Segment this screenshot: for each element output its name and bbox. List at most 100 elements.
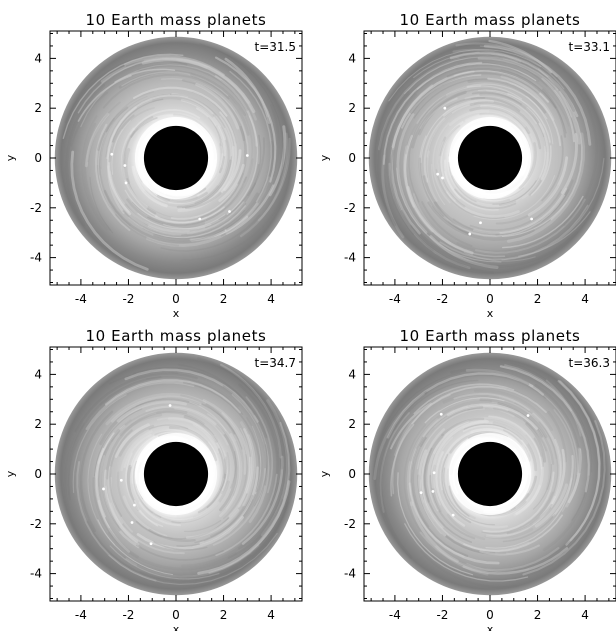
y-tick-label: -2 — [344, 517, 356, 531]
y-tick-label: -2 — [30, 517, 42, 531]
planet-point — [479, 221, 482, 225]
panel-title: 10 Earth mass planets — [400, 327, 581, 345]
planet-point — [526, 414, 530, 417]
x-tick-label: 4 — [267, 292, 275, 306]
y-axis-label: y — [318, 154, 331, 161]
planet-point — [132, 503, 136, 507]
central-hole — [143, 441, 209, 507]
planet-point — [443, 106, 447, 110]
y-tick-label: -2 — [30, 201, 42, 215]
planet-point — [441, 176, 444, 180]
central-hole — [143, 125, 209, 191]
y-tick-label: 2 — [348, 417, 356, 431]
planet-point — [436, 172, 440, 176]
x-axis-label: x — [487, 307, 494, 320]
y-axis-label: y — [4, 154, 17, 161]
plot-area — [54, 36, 298, 280]
central-hole — [457, 441, 523, 507]
panel-4: -4 -2 0 2 4 -4 -2 0 2 4 x y 10 Earth mass planets t=3… — [318, 327, 616, 631]
panel-2: -4 -2 0 2 4 -4 -2 0 2 4 x y 10 Earth mass planets t=3… — [318, 11, 616, 320]
x-tick-label: 4 — [581, 292, 589, 306]
time-label: t=33.1 — [569, 40, 610, 54]
planet-point — [130, 521, 134, 524]
y-tick-label: 4 — [348, 367, 356, 381]
planet-point — [168, 404, 172, 407]
planet-point — [123, 164, 127, 167]
planet-point — [468, 232, 472, 236]
y-tick-label: -4 — [344, 251, 356, 265]
y-tick-label: 2 — [348, 101, 356, 115]
x-tick-label: 2 — [220, 292, 228, 306]
plot-area — [368, 352, 612, 596]
x-tick-label: 0 — [172, 292, 180, 306]
panel-title: 10 Earth mass planets — [86, 11, 267, 29]
x-tick-label: -2 — [436, 608, 448, 622]
planet-point — [245, 154, 249, 157]
y-tick-label: 4 — [34, 367, 42, 381]
tick-marks — [50, 347, 302, 601]
y-tick-label: 0 — [348, 151, 356, 165]
disk-swirl-texture — [63, 356, 291, 585]
x-tick-label: -2 — [122, 292, 134, 306]
panel-1: -4 -2 0 2 4 -4 -2 0 2 4 x y 10 Earth mass planets t=3… — [4, 11, 303, 320]
x-tick-label: -4 — [75, 608, 87, 622]
planet-point — [119, 478, 123, 482]
central-hole — [457, 125, 523, 191]
planet-point — [432, 471, 436, 475]
x-tick-label: -4 — [75, 292, 87, 306]
tick-marks — [50, 31, 302, 285]
y-tick-label: 4 — [348, 51, 356, 65]
y-tick-label: -2 — [344, 201, 356, 215]
y-tick-label: 2 — [34, 101, 42, 115]
x-tick-label: 2 — [220, 608, 228, 622]
time-label: t=31.5 — [255, 40, 296, 54]
y-tick-label: 0 — [34, 151, 42, 165]
tick-marks — [364, 347, 616, 601]
disk-swirl-texture — [372, 362, 606, 589]
planet-point — [228, 210, 231, 213]
x-tick-label: 0 — [486, 608, 494, 622]
y-axis-label: y — [4, 470, 17, 477]
y-axis-label: y — [318, 470, 331, 477]
y-tick-label: -4 — [344, 567, 356, 581]
planet-point — [530, 217, 534, 221]
panel-title: 10 Earth mass planets — [400, 11, 581, 29]
y-tick-label: 4 — [34, 51, 42, 65]
planet-point — [431, 490, 435, 493]
planet-point — [451, 513, 455, 517]
panel-title: 10 Earth mass planets — [86, 327, 267, 345]
x-tick-label: 0 — [486, 292, 494, 306]
disk-swirl-texture — [377, 39, 605, 274]
x-axis-label: x — [173, 307, 180, 320]
plot-area — [368, 36, 612, 280]
y-tick-label: 0 — [34, 467, 42, 481]
tick-marks — [364, 31, 616, 285]
y-tick-label: 2 — [34, 417, 42, 431]
y-tick-label: -4 — [30, 251, 42, 265]
time-label: t=36.3 — [569, 356, 610, 370]
x-tick-label: -4 — [389, 608, 401, 622]
x-tick-label: -2 — [436, 292, 448, 306]
planet-point — [102, 487, 105, 491]
y-tick-label: -4 — [30, 567, 42, 581]
x-axis-label: x — [173, 623, 180, 631]
x-tick-label: 0 — [172, 608, 180, 622]
planet-point — [419, 491, 423, 495]
y-tick-label: 0 — [348, 467, 356, 481]
planet-point — [198, 217, 202, 221]
time-label: t=34.7 — [255, 356, 296, 370]
x-tick-label: 2 — [534, 292, 542, 306]
panel-3: -4 -2 0 2 4 -4 -2 0 2 4 x y 10 Earth mass planets t=3… — [4, 327, 303, 631]
x-tick-label: 4 — [267, 608, 275, 622]
plot-area — [54, 352, 298, 596]
planet-point — [439, 412, 443, 416]
planet-point — [124, 181, 128, 185]
x-axis-label: x — [487, 623, 494, 631]
x-tick-label: -4 — [389, 292, 401, 306]
planet-point — [149, 542, 153, 546]
x-tick-label: 4 — [581, 608, 589, 622]
x-tick-label: -2 — [122, 608, 134, 622]
x-tick-label: 2 — [534, 608, 542, 622]
planet-point — [110, 152, 114, 156]
